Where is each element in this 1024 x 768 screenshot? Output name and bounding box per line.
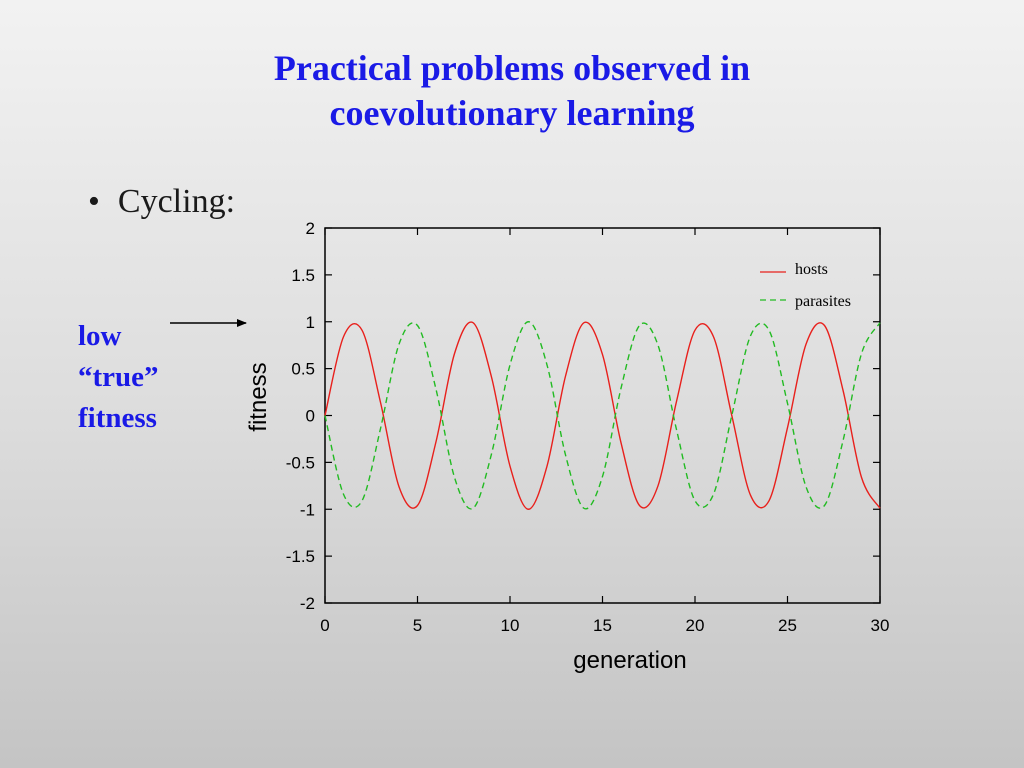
series-line-hosts xyxy=(324,321,881,510)
y-tick-label: 0.5 xyxy=(291,360,315,379)
legend-label-hosts: hosts xyxy=(795,261,828,278)
slide-title-line-2: coevolutionary learning xyxy=(329,93,695,133)
x-tick-label: 20 xyxy=(686,616,705,635)
bullet-text: Cycling: xyxy=(117,183,236,220)
x-tick-label: 0 xyxy=(320,616,329,635)
bullet-item: • Cycling: xyxy=(88,180,235,224)
y-tick-label: -2 xyxy=(300,594,315,613)
x-tick-label: 10 xyxy=(501,616,520,635)
annotation-line-2: “true” xyxy=(78,361,159,393)
y-tick-label: -1.5 xyxy=(286,547,315,566)
annotation-line-3: fitness xyxy=(78,402,157,434)
y-tick-label: -0.5 xyxy=(286,453,315,472)
x-tick-label: 30 xyxy=(871,616,890,635)
slide-title-line-1: Practical problems observed in xyxy=(273,48,751,88)
y-tick-label: 2 xyxy=(306,219,315,238)
plot-frame xyxy=(324,227,881,604)
legend-label-parasites: parasites xyxy=(795,293,851,310)
y-tick-label: 1.5 xyxy=(291,266,315,285)
axis-ticks xyxy=(324,227,881,604)
annotation-line-1: low xyxy=(78,320,122,352)
y-tick-labels: -2 -1.5 -1 -0.5 0 0.5 1 1.5 2 xyxy=(286,219,315,613)
series-layer xyxy=(324,321,881,510)
x-tick-label: 5 xyxy=(413,616,422,635)
x-tick-label: 15 xyxy=(593,616,612,635)
bullet-dot: • xyxy=(88,183,100,220)
y-tick-label: -1 xyxy=(300,500,315,519)
legend: hosts parasites xyxy=(760,261,851,310)
y-axis-label: fitness xyxy=(245,362,272,431)
x-tick-labels: 0 5 10 15 20 25 30 xyxy=(320,616,889,635)
x-tick-label: 25 xyxy=(778,616,797,635)
y-tick-label: 0 xyxy=(306,407,315,426)
annotation-label: low “true” fitness xyxy=(78,316,159,439)
x-axis-label: generation xyxy=(573,647,686,674)
y-tick-label: 1 xyxy=(306,313,315,332)
series-line-parasites xyxy=(324,321,881,510)
slide-title: Practical problems observed in coevoluti… xyxy=(0,46,1024,136)
